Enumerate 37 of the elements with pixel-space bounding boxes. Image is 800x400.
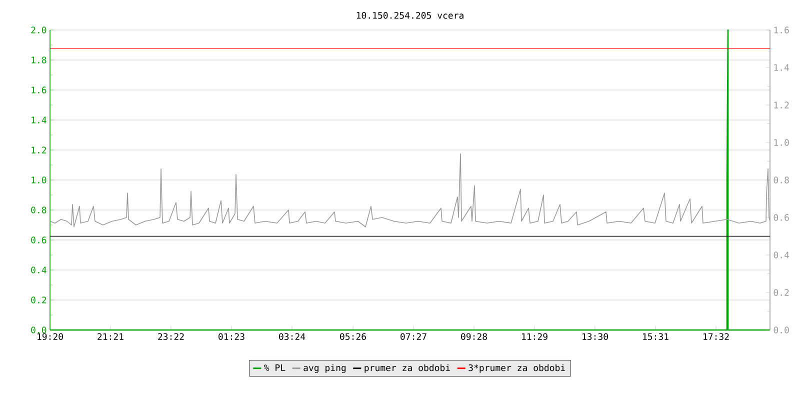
y2-tick-label: 1.4 — [774, 64, 790, 71]
y2-tick-label: 1.6 — [774, 26, 789, 34]
y2-tick-label: 0.6 — [774, 214, 789, 221]
legend-label: prumer za obdobi — [364, 364, 450, 373]
legend-label: % PL — [264, 364, 286, 371]
x-tick-label: 03:24 — [279, 333, 306, 340]
y-tick-label: 1.4 — [32, 116, 46, 124]
x-tick-label: 07:27 — [400, 333, 426, 340]
x-tick-label: 23:22 — [158, 333, 184, 340]
x-tick-label: 15:31 — [643, 333, 668, 340]
x-tick-label: 01:23 — [218, 333, 244, 340]
y-tick-label: 0.8 — [31, 206, 46, 214]
x-tick-label: 19:20 — [38, 333, 63, 340]
x-tick-label: 17:32 — [704, 333, 729, 340]
x-tick-label: 11:29 — [522, 333, 548, 340]
y-tick-label: 0.0 — [31, 326, 46, 334]
x-tick-label: 09:28 — [461, 333, 487, 340]
y-tick-label: 0.4 — [31, 266, 46, 274]
y2-tick-label: 0.4 — [774, 252, 790, 258]
legend-label: 3*prumer za obdobi — [468, 364, 565, 373]
legend-label: avg ping — [304, 364, 346, 373]
y2-tick-label: 0.2 — [774, 289, 789, 296]
y2-tick-label: 0.8 — [774, 176, 789, 184]
y-tick-label: 1.0 — [32, 176, 46, 184]
y-tick-label: 1.2 — [32, 146, 46, 154]
x-tick-label: 05:26 — [340, 333, 366, 340]
x-tick-label: 13:30 — [582, 333, 608, 340]
y2-tick-label: 0.0 — [774, 326, 789, 334]
y-tick-label: 2.0 — [31, 26, 46, 34]
y-tick-label: 1.6 — [32, 86, 46, 94]
y2-tick-label: 1.0 — [774, 139, 789, 146]
y2-tick-label: 1.2 — [774, 102, 789, 108]
y-tick-label: 0.2 — [31, 296, 46, 304]
chart-title: 10.150.254.205 vcera — [356, 12, 464, 19]
y-tick-label: 0.6 — [31, 236, 46, 244]
x-tick-label: 21:21 — [98, 333, 124, 340]
y-tick-label: 1.8 — [32, 56, 46, 64]
